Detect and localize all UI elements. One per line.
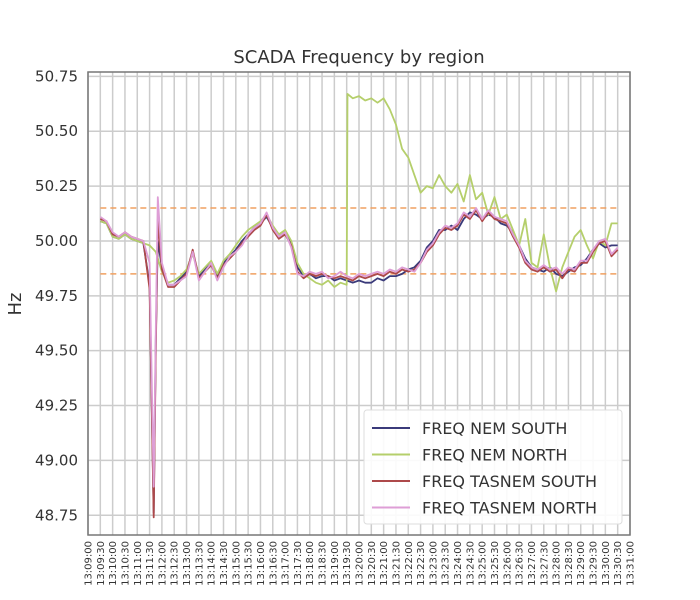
reference-lines bbox=[100, 207, 618, 275]
x-tick-label: 13:23:30 bbox=[441, 541, 452, 586]
legend-label: FREQ TASNEM SOUTH bbox=[422, 472, 597, 491]
x-tick-label: 13:12:00 bbox=[157, 541, 168, 586]
legend: FREQ NEM SOUTH FREQ NEM NORTH FREQ TASNEM … bbox=[363, 409, 623, 525]
x-tick-label: 13:18:30 bbox=[318, 541, 329, 586]
x-tick-label: 13:11:00 bbox=[133, 541, 144, 586]
x-tick-label: 13:16:30 bbox=[268, 541, 279, 586]
x-tick-label: 13:15:30 bbox=[244, 541, 255, 586]
x-tick-label: 13:17:30 bbox=[293, 541, 304, 586]
y-tick-labels: 48.75 49.00 49.25 49.50 49.75 50.00 50.25 50.50… bbox=[35, 67, 78, 524]
x-tick-label: 13:25:00 bbox=[478, 541, 489, 586]
x-tick-label: 13:09:00 bbox=[84, 541, 95, 586]
x-tick-label: 13:27:30 bbox=[539, 541, 550, 586]
x-tick-label: 13:16:00 bbox=[256, 541, 267, 586]
plot-area-frame bbox=[87, 71, 631, 536]
x-tick-label: 13:22:00 bbox=[404, 541, 415, 586]
chart-title: SCADA Frequency by region bbox=[233, 47, 484, 68]
x-tick-label: 13:30:00 bbox=[601, 541, 612, 586]
y-tick-label: 50.25 bbox=[35, 177, 78, 195]
x-tick-label: 13:14:30 bbox=[219, 541, 230, 586]
legend-box bbox=[363, 409, 623, 525]
y-tick-label: 50.00 bbox=[35, 232, 78, 250]
x-tick-label: 13:15:00 bbox=[231, 541, 242, 586]
y-tick-label: 48.75 bbox=[35, 506, 78, 524]
x-tick-label: 13:13:30 bbox=[194, 541, 205, 586]
y-tick-label: 49.25 bbox=[35, 397, 78, 415]
x-tick-label: 13:28:30 bbox=[564, 541, 575, 586]
x-tick-label: 13:20:30 bbox=[367, 541, 378, 586]
y-tick-label: 49.00 bbox=[35, 451, 78, 469]
x-tick-label: 13:23:00 bbox=[428, 541, 439, 586]
x-tick-labels: 13:09:00 13:09:30 13:10:00 13:10:30 13:11:00… bbox=[84, 541, 637, 586]
x-tick-label: 13:21:00 bbox=[379, 541, 390, 586]
x-tick-label: 13:21:30 bbox=[391, 541, 402, 586]
x-tick-label: 13:13:00 bbox=[182, 541, 193, 586]
x-tick-label: 13:19:00 bbox=[330, 541, 341, 586]
x-tick-label: 13:30:30 bbox=[613, 541, 624, 586]
x-tick-label: 13:14:00 bbox=[207, 541, 218, 586]
x-tick-label: 13:20:00 bbox=[355, 541, 366, 586]
x-tick-label: 13:24:30 bbox=[465, 541, 476, 586]
y-tick-label: 49.75 bbox=[35, 287, 78, 305]
y-tick-label: 49.50 bbox=[35, 342, 78, 360]
x-tick-label: 13:18:00 bbox=[305, 541, 316, 586]
x-tick-label: 13:28:00 bbox=[552, 541, 563, 586]
legend-label: FREQ TASNEM NORTH bbox=[422, 499, 597, 518]
x-tick-label: 13:24:00 bbox=[453, 541, 464, 586]
x-tick-label: 13:26:30 bbox=[515, 541, 526, 586]
x-tick-label: 13:11:30 bbox=[145, 541, 156, 586]
y-tick-label: 50.50 bbox=[35, 122, 78, 140]
x-tick-label: 13:27:00 bbox=[527, 541, 538, 586]
series-line bbox=[99, 196, 619, 488]
x-tick-label: 13:31:00 bbox=[626, 541, 637, 586]
series-lines bbox=[99, 93, 619, 519]
x-tick-label: 13:22:30 bbox=[416, 541, 427, 586]
x-tick-label: 13:19:30 bbox=[342, 541, 353, 586]
y-tick-label: 50.75 bbox=[35, 67, 78, 85]
x-tick-label: 13:10:30 bbox=[120, 541, 131, 586]
x-tick-label: 13:10:00 bbox=[108, 541, 119, 586]
legend-label: FREQ NEM SOUTH bbox=[422, 419, 567, 438]
y-axis-label: Hz bbox=[5, 293, 26, 316]
x-tick-label: 13:29:30 bbox=[589, 541, 600, 586]
legend-label: FREQ NEM NORTH bbox=[422, 446, 567, 465]
x-tick-label: 13:25:30 bbox=[490, 541, 501, 586]
x-tick-label: 13:09:30 bbox=[96, 541, 107, 586]
x-tick-label: 13:29:00 bbox=[576, 541, 587, 586]
x-tick-label: 13:12:30 bbox=[170, 541, 181, 586]
x-tick-label: 13:17:00 bbox=[281, 541, 292, 586]
series-line bbox=[99, 209, 619, 519]
x-tick-label: 13:26:00 bbox=[502, 541, 513, 586]
